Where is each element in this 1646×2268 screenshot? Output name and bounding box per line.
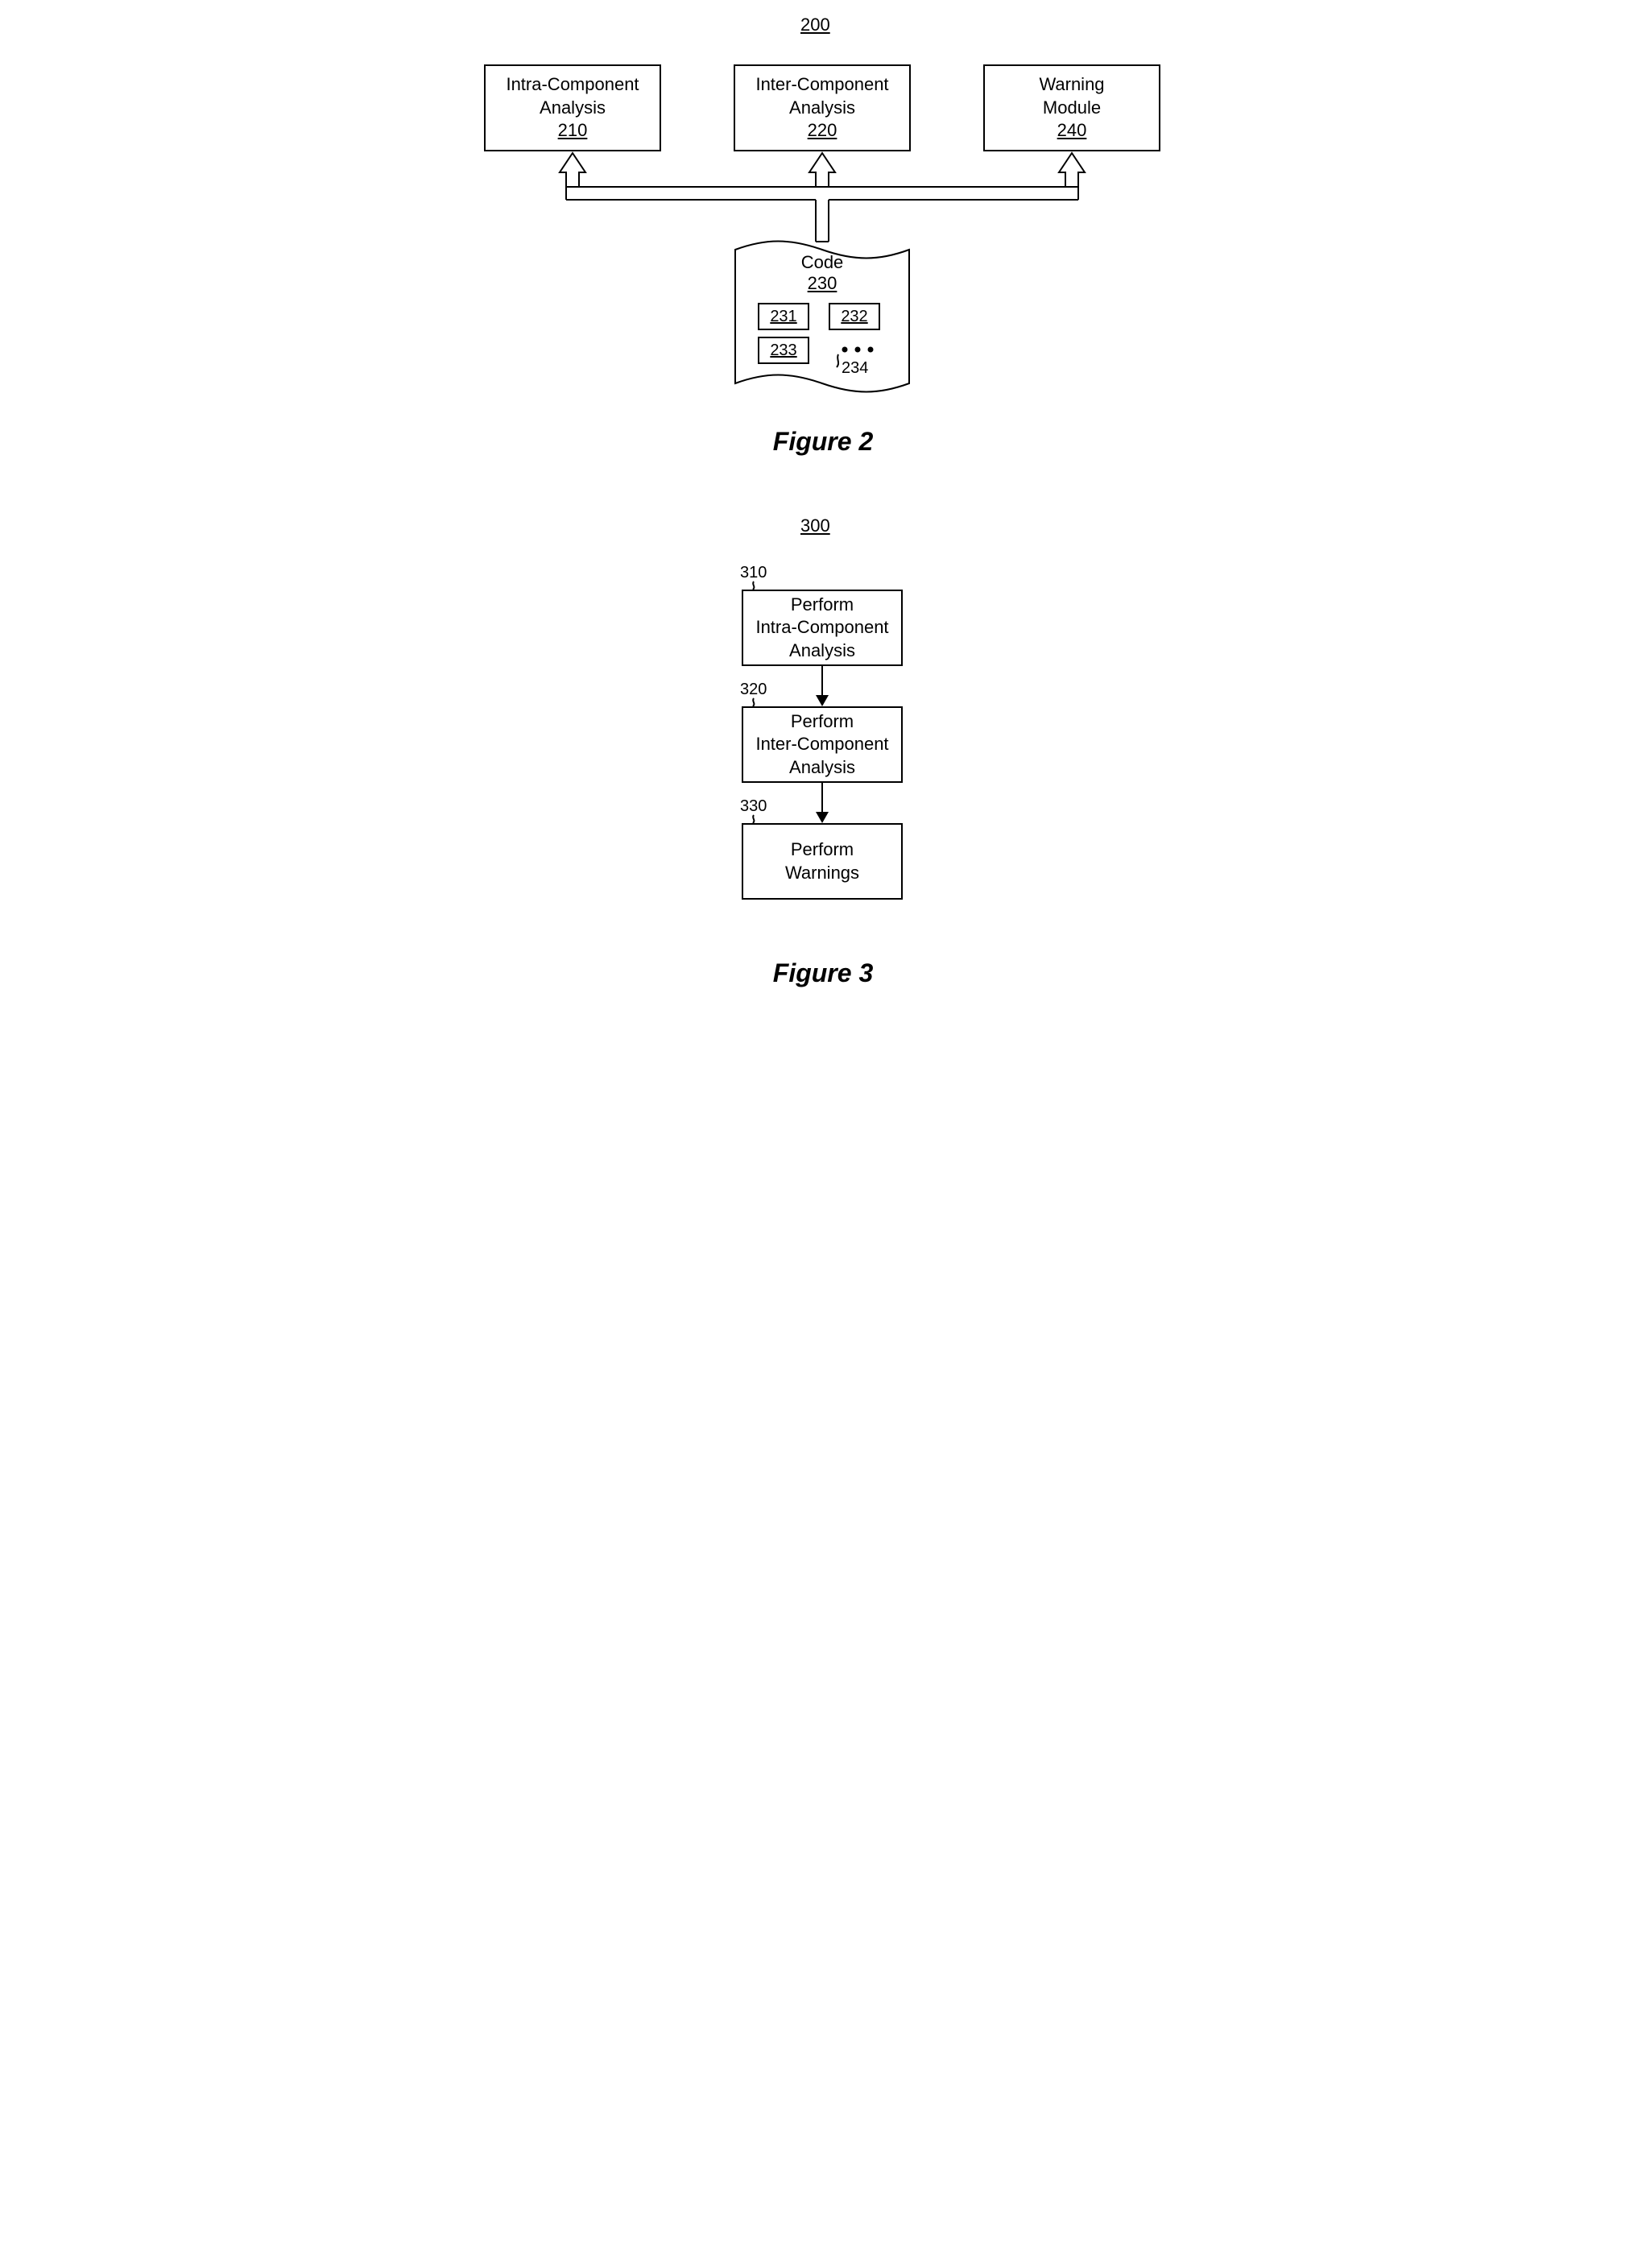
arrow-1-head (816, 695, 829, 706)
leader-330 (753, 815, 754, 823)
leader-320 (753, 698, 754, 706)
arrow-2-head (816, 812, 829, 823)
figure3-title: Figure 3 (412, 958, 1234, 988)
leader-310 (753, 581, 754, 590)
diagram-canvas: 200 Intra-Component Analysis 210 Inter-C… (412, 0, 1234, 1134)
